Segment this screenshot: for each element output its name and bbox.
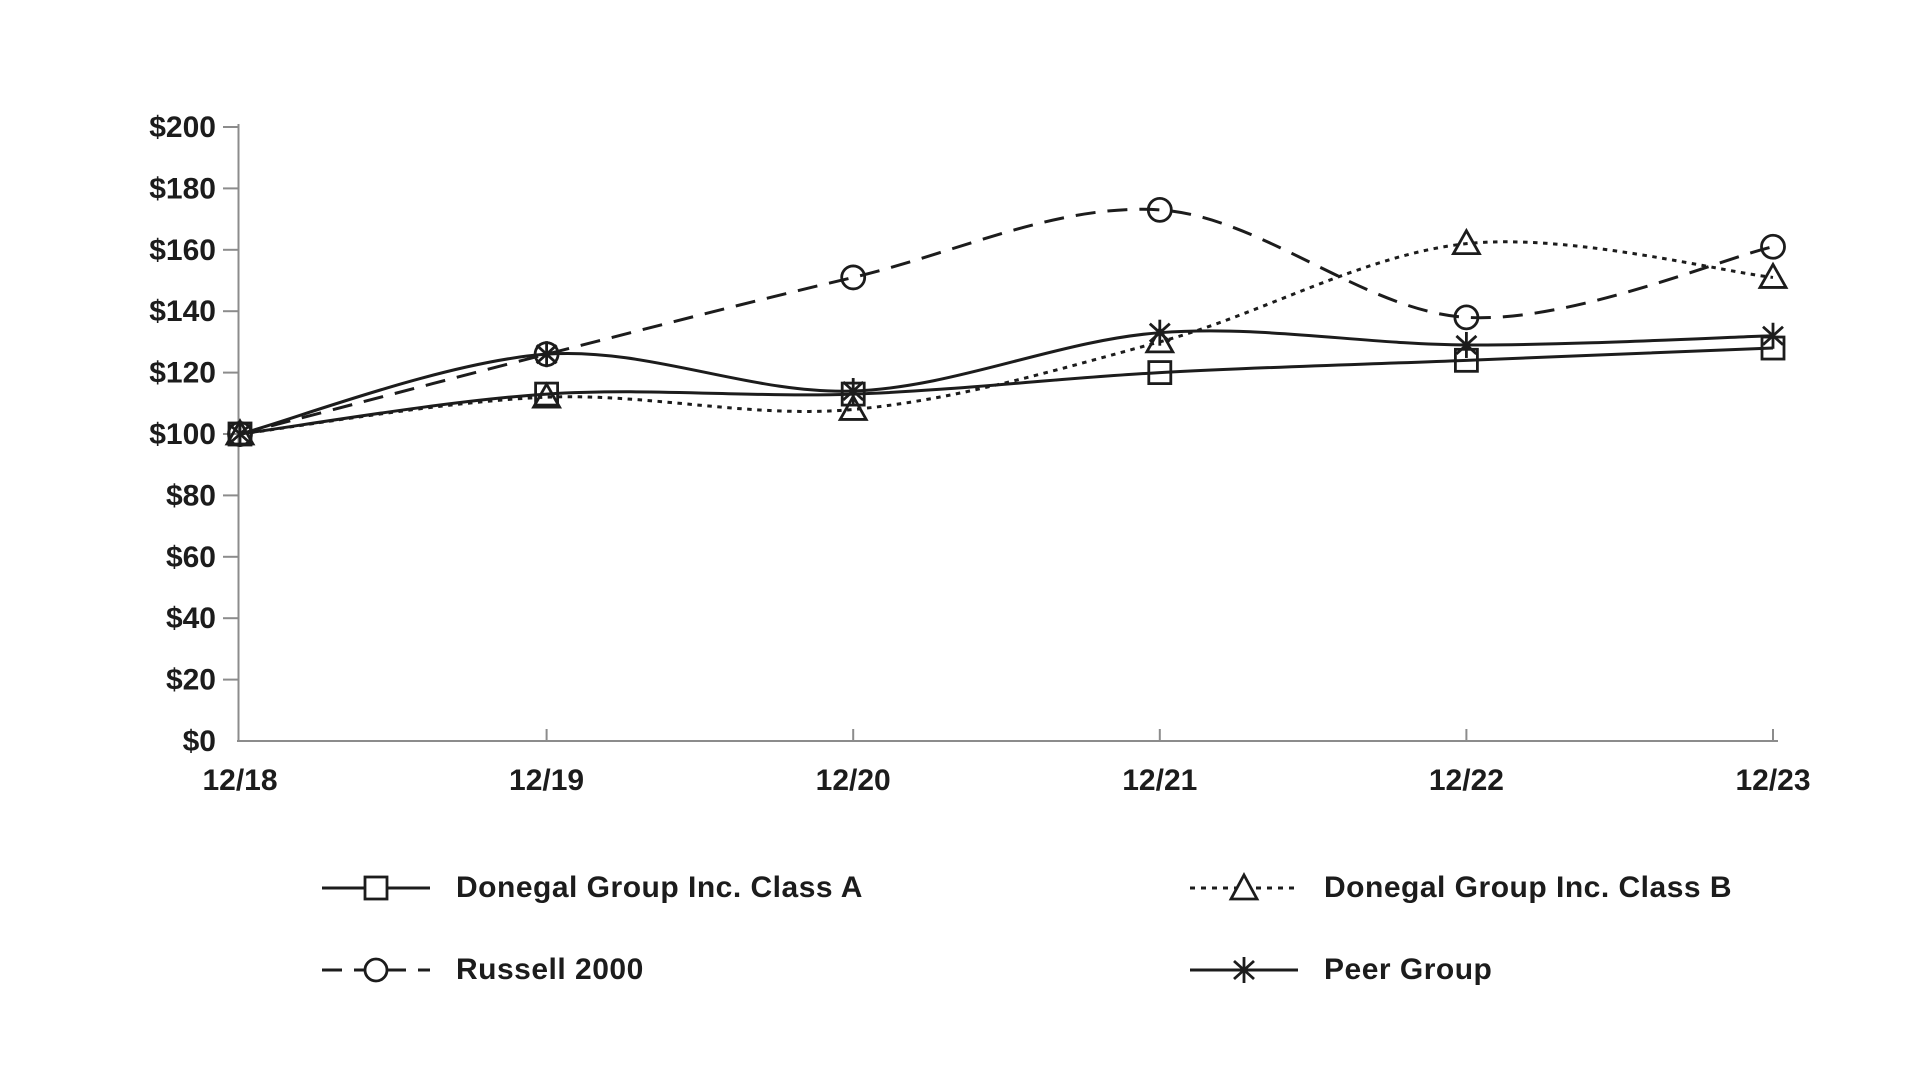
series-russell-2000-circle-marker [1146, 196, 1173, 223]
series-peer-group-star-marker [1148, 322, 1171, 343]
y-tick-label: $160 [149, 234, 216, 267]
series-russell-2000-line [239, 207, 1774, 436]
series-donegal-group-inc-class-b-triangle-marker [837, 393, 869, 421]
series-russell-2000-circle-marker [1453, 304, 1480, 331]
series-donegal-group-inc-class-b-line [239, 240, 1774, 436]
legend-item-peer-group: Peer Group [1188, 948, 1492, 992]
y-tick-label: $0 [183, 725, 216, 758]
x-tick-label: 12/23 [1735, 764, 1810, 797]
legend-item-russell-2000: Russell 2000 [320, 948, 644, 992]
y-tick-label: $80 [166, 479, 216, 512]
series-donegal-group-inc-class-b-triangle-marker [531, 381, 562, 409]
y-tick-label: $20 [166, 664, 216, 697]
series-peer-group-star-marker [535, 344, 558, 365]
y-tick-label: $180 [149, 172, 216, 205]
solid-line-square-marker-icon [322, 875, 430, 901]
legend-label-class-b: Donegal Group Inc. Class B [1324, 871, 1733, 904]
series-peer-group-line [239, 329, 1774, 436]
y-tick-label: $60 [166, 541, 216, 574]
series-donegal-group-inc-class-b-triangle-marker [1757, 261, 1789, 289]
legend-label-russell-2000: Russell 2000 [456, 953, 644, 986]
legend-item-class-a: Donegal Group Inc. Class A [320, 866, 863, 910]
series-donegal-group-inc-class-a-square-marker [1147, 360, 1173, 386]
series-donegal-group-inc-class-b-triangle-marker [1451, 227, 1482, 256]
series-peer-group-star-marker [842, 380, 865, 402]
series-peer-group-star-marker [1762, 325, 1784, 346]
y-tick-label: $40 [166, 602, 216, 635]
series-peer-group-star-marker [1455, 334, 1478, 356]
y-tick-label: $140 [149, 295, 216, 328]
x-tick-label: 12/20 [816, 764, 891, 797]
legend-item-class-b: Donegal Group Inc. Class B [1188, 866, 1732, 910]
series-peer-group-star-marker [229, 423, 251, 445]
x-tick-label: 12/19 [509, 764, 584, 797]
x-tick-label: 12/21 [1122, 764, 1197, 797]
legend-label-peer-group: Peer Group [1324, 953, 1493, 986]
y-tick-label: $200 [149, 111, 216, 144]
series-donegal-group-inc-class-a-line [239, 346, 1774, 436]
x-tick-label: 12/18 [202, 764, 277, 797]
dotted-line-triangle-marker-icon [1190, 872, 1298, 901]
legend-label-class-a: Donegal Group Inc. Class A [456, 871, 863, 904]
series-russell-2000-circle-marker [840, 264, 867, 291]
y-tick-label: $100 [149, 418, 216, 451]
dashed-line-circle-marker-icon [322, 957, 430, 983]
y-tick-label: $120 [149, 357, 216, 390]
solid-line-star-marker-icon [1190, 957, 1298, 983]
x-tick-label: 12/22 [1429, 764, 1504, 797]
series-russell-2000-circle-marker [1760, 233, 1786, 260]
